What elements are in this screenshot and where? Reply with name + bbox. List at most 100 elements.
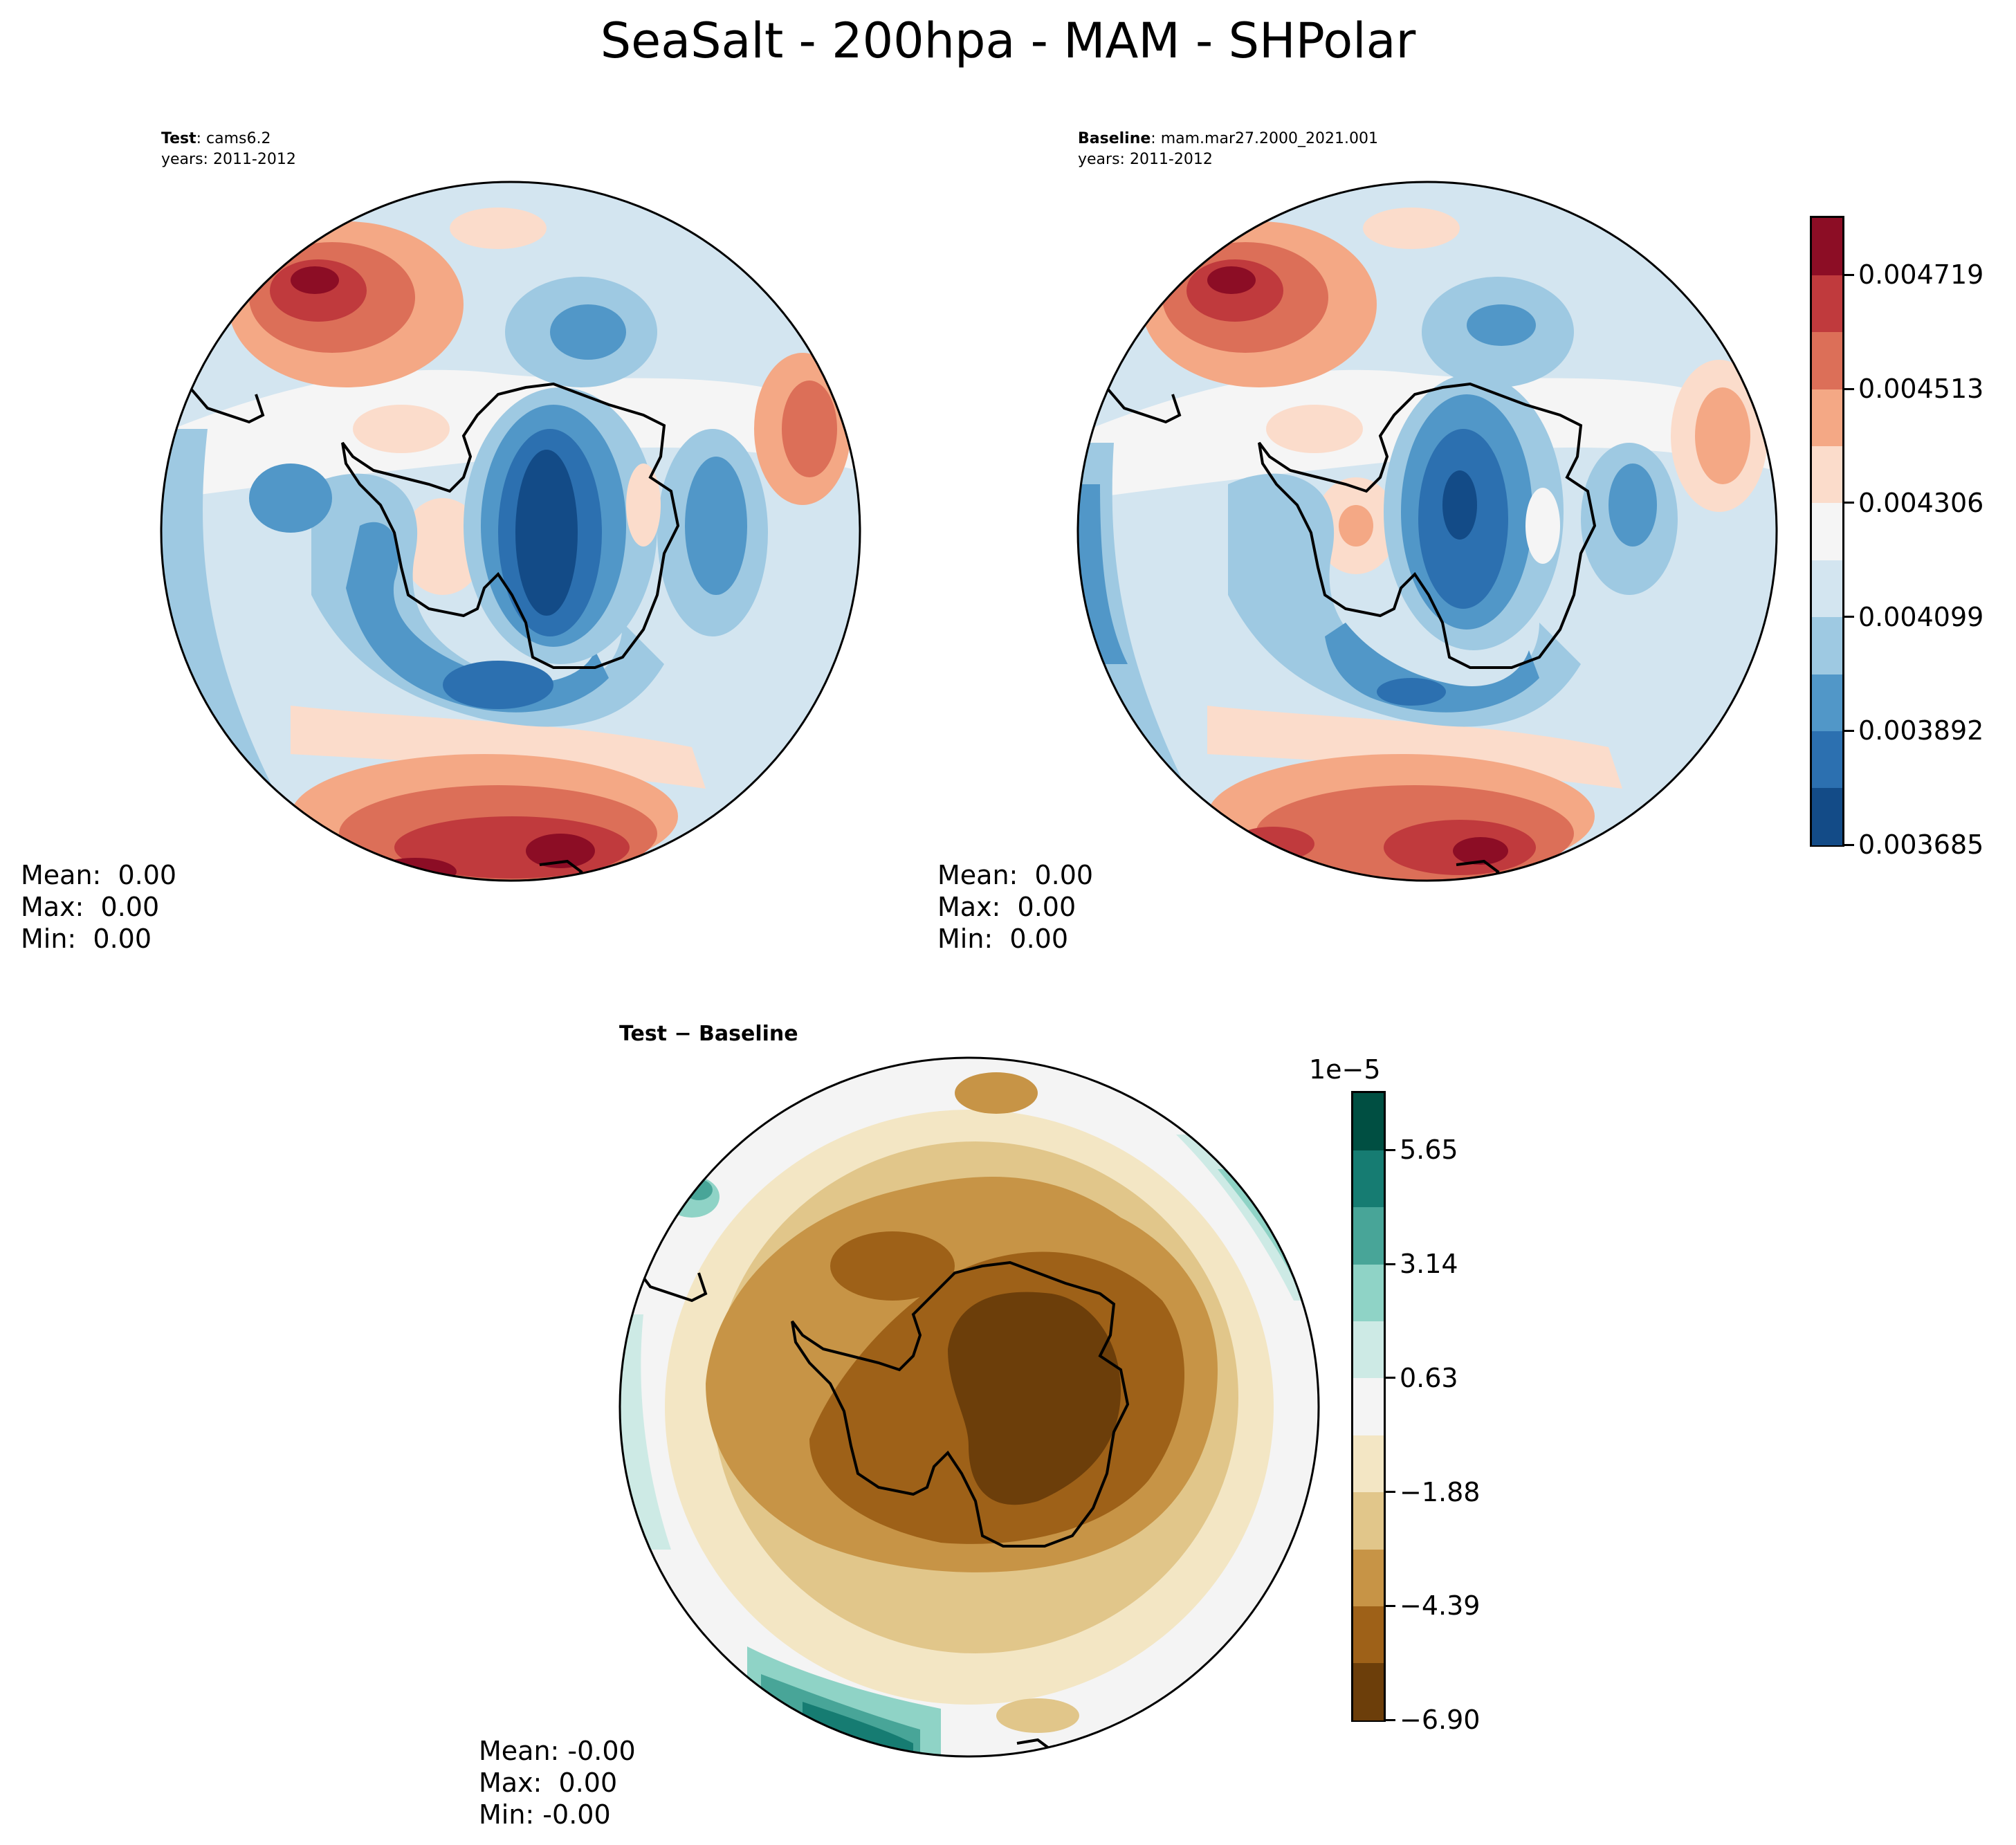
rdbu-colorbar [1810,216,1844,847]
brbg-colorbar [1351,1091,1386,1722]
test-blue-top-inner [550,304,626,360]
baseline-right-pink-inner [1695,387,1750,484]
test-pink-ross [626,463,661,547]
brbg-colorbar-segment [1353,1093,1384,1150]
rdbu-colorbar-segment [1812,731,1842,789]
rdbu-colorbar-tick [1844,843,1854,846]
test-min: Min: 0.00 [21,924,152,954]
baseline-ea-core [1442,470,1477,540]
baseline-mean: Mean: 0.00 [937,860,1094,890]
brbg-colorbar-tick-label: 5.65 [1400,1135,1458,1166]
baseline-blue-bottom [1377,678,1446,706]
baseline-label-rest: : mam.mar27.2000_2021.001 [1151,130,1378,147]
brbg-colorbar-tick-label: −1.88 [1400,1476,1481,1507]
rdbu-colorbar-segment [1812,616,1842,674]
rdbu-colorbar-segment [1812,331,1842,389]
baseline-bottom-red-core [1453,837,1508,865]
brbg-colorbar-tick [1386,1263,1395,1265]
rdbu-colorbar-tick-label: 0.004513 [1858,374,1984,405]
diff-stats: Mean: -0.00 Max: 0.00 Min: -0.00 [479,1735,636,1830]
brbg-colorbar-tick [1386,1718,1395,1721]
test-map [161,182,860,881]
brbg-colorbar-tick [1386,1377,1395,1379]
test-blue-arc-inner [346,522,609,713]
test-pink-weddell [401,498,484,595]
test-blue-left [249,463,332,533]
brbg-colorbar-segment [1353,1206,1384,1265]
brbg-colorbar-segment [1353,1150,1384,1208]
diff-southamerica-outline [628,1258,708,1303]
rdbu-colorbar-segment [1812,673,1842,731]
diff-brown-top [830,1231,955,1301]
diff-mean: Mean: -0.00 [479,1736,636,1766]
baseline-years: years: 2011-2012 [1078,151,1213,168]
test-years: years: 2011-2012 [161,151,296,168]
rdbu-colorbar-segment [1812,446,1842,504]
rdbu-colorbar-tick [1844,729,1854,732]
test-red-blob-core [291,266,339,294]
test-bottom-red-core [526,834,595,868]
brbg-colorbar-segment [1353,1321,1384,1379]
baseline-red-weddell [1339,505,1373,547]
baseline-pink-peninsula [1266,405,1363,453]
test-stats: Mean: 0.00 Max: 0.00 Min: 0.00 [21,859,176,955]
test-blue-bottom [443,661,553,709]
baseline-min: Min: 0.00 [937,924,1068,954]
rdbu-colorbar-segment [1812,560,1842,618]
test-southamerica-outline [185,383,265,424]
baseline-left-edge-mid [1078,484,1128,664]
test-pink-top [450,208,547,249]
brbg-colorbar-segment [1353,1377,1384,1435]
test-label-bold: Test [161,130,196,147]
test-panel-title: Test: cams6.2 years: 2011-2012 [161,129,296,170]
baseline-white-ross [1525,488,1560,564]
baseline-blue-right-inner [1609,463,1657,547]
test-label-rest: : cams6.2 [196,130,271,147]
baseline-antarctica-outline [1258,382,1597,669]
brbg-colorbar-segment [1353,1662,1384,1720]
diff-ochre-top [955,1072,1038,1114]
diff-min: Min: -0.00 [479,1799,611,1830]
rdbu-colorbar-tick [1844,387,1854,390]
rdbu-colorbar-tick-label: 0.003685 [1858,829,1984,860]
brbg-colorbar-segment [1353,1548,1384,1606]
baseline-blue-arc-outer [1228,473,1581,727]
test-right-red-inner [782,380,837,477]
brbg-colorbar-segment [1353,1606,1384,1664]
rdbu-colorbar-segment [1812,218,1842,275]
brbg-colorbar-tick [1386,1491,1395,1494]
figure-title: SeaSalt - 200hpa - MAM - SHPolar [600,12,1416,69]
brbg-colorbar-tick-label: 0.63 [1400,1362,1458,1393]
diff-teal-left [620,1314,671,1550]
baseline-blue-top-inner [1467,304,1536,346]
baseline-red-blob-core [1207,266,1256,294]
brbg-colorbar-tick-label: −6.90 [1400,1705,1481,1735]
test-pink-peninsula [353,405,450,453]
rdbu-colorbar-segment [1812,787,1842,845]
rdbu-colorbar-tick-label: 0.004306 [1858,487,1984,518]
baseline-panel-title: Baseline: mam.mar27.2000_2021.001 years:… [1078,129,1378,170]
brbg-colorbar-tick [1386,1604,1395,1607]
test-blue-right-inner [685,457,747,595]
diff-tan-bottom [996,1698,1079,1733]
baseline-southamerica-outline [1102,383,1182,424]
diff-map-border [618,1056,1320,1758]
brbg-colorbar-tick-label: 3.14 [1400,1249,1458,1280]
rdbu-colorbar-tick [1844,502,1854,504]
test-antarctica-outline [341,382,680,669]
baseline-stats: Mean: 0.00 Max: 0.00 Min: 0.00 [937,859,1093,955]
test-bottom-red-core2 [374,858,457,881]
brbg-colorbar-segment [1353,1491,1384,1550]
baseline-map [1078,182,1777,881]
test-ea-core [515,450,578,616]
baseline-pink-top [1363,208,1460,249]
test-mean: Mean: 0.00 [21,860,177,890]
diff-dark-brown [948,1292,1121,1505]
brbg-colorbar-segment [1353,1435,1384,1493]
rdbu-colorbar-segment [1812,275,1842,333]
baseline-max: Max: 0.00 [937,892,1076,922]
test-max: Max: 0.00 [21,892,160,922]
rdbu-colorbar-tick-label: 0.004719 [1858,259,1984,291]
brbg-colorbar-tick [1386,1148,1395,1151]
test-map-border [160,181,861,882]
